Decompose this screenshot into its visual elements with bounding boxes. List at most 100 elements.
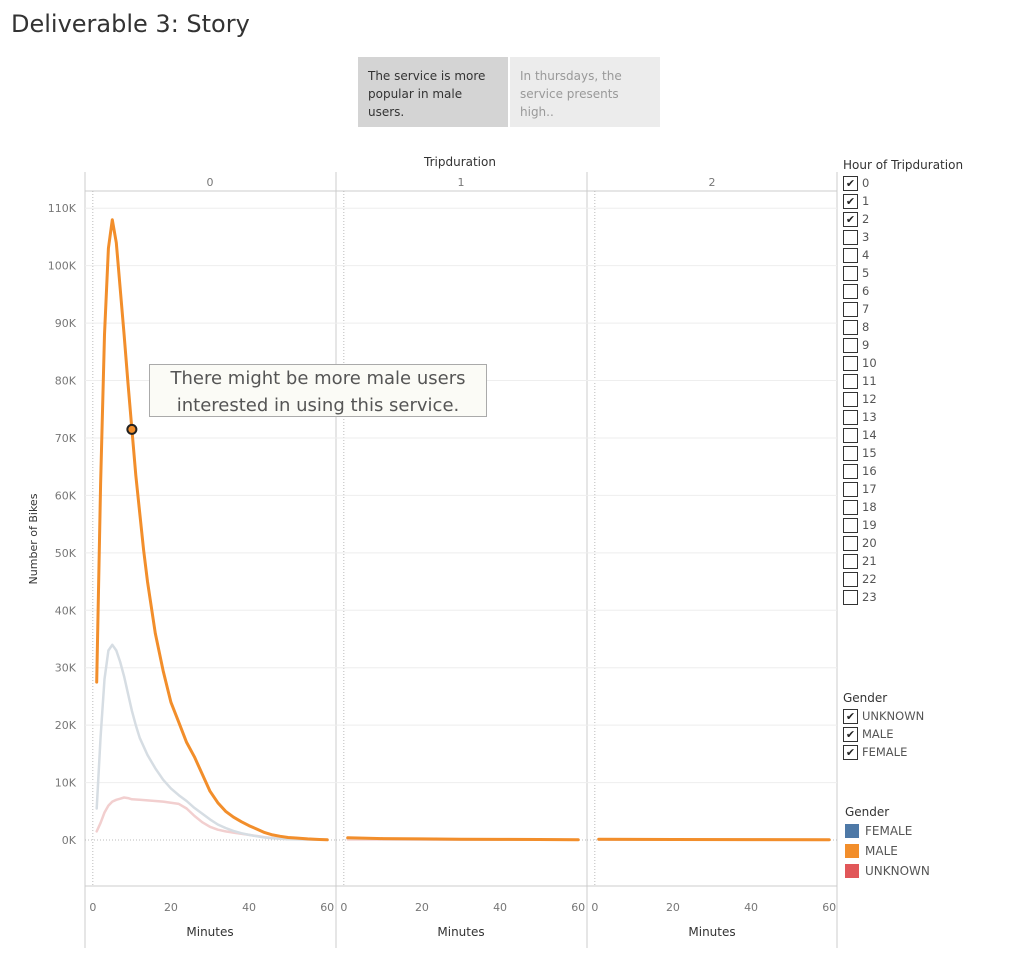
chart-series bbox=[95, 218, 831, 842]
hour-filter-item[interactable]: 7 bbox=[843, 300, 963, 318]
checkbox-icon[interactable] bbox=[843, 589, 858, 605]
chart-marks bbox=[126, 423, 138, 435]
hour-filter-item-label: 1 bbox=[862, 194, 870, 208]
checkbox-icon[interactable] bbox=[843, 445, 858, 461]
hour-filter-item[interactable]: 20 bbox=[843, 534, 963, 552]
gender-filter-list: ✔ UNKNOWN ✔ MALE ✔ FEMALE bbox=[843, 707, 924, 761]
color-legend-title: Gender bbox=[845, 805, 890, 819]
checkbox-icon[interactable] bbox=[843, 481, 858, 497]
hour-filter: Hour of Tripduration ✔ 0 ✔ 1 ✔ 2 3 4 5 6 7 8 9 10 11 12… bbox=[843, 158, 963, 606]
hour-filter-item[interactable]: 11 bbox=[843, 372, 963, 390]
series-line-unknown bbox=[95, 796, 329, 841]
series-line-female bbox=[95, 643, 329, 842]
hour-filter-item[interactable]: 8 bbox=[843, 318, 963, 336]
hour-filter-item[interactable]: 4 bbox=[843, 246, 963, 264]
color-legend: Gender FEMALE MALE UNKNOWN bbox=[845, 805, 930, 881]
hour-filter-item-label: 14 bbox=[862, 428, 877, 442]
hour-filter-item-label: 3 bbox=[862, 230, 870, 244]
checkbox-icon[interactable] bbox=[843, 265, 858, 281]
y-tick-label: 30K bbox=[55, 662, 77, 675]
hour-filter-item[interactable]: ✔ 1 bbox=[843, 192, 963, 210]
gender-filter-item[interactable]: ✔ MALE bbox=[843, 725, 924, 743]
hour-filter-item[interactable]: 15 bbox=[843, 444, 963, 462]
hour-filter-item[interactable]: ✔ 0 bbox=[843, 174, 963, 192]
checkbox-checked-icon[interactable]: ✔ bbox=[843, 193, 858, 209]
x-tick-label: 20 bbox=[415, 901, 429, 914]
gender-filter-item[interactable]: ✔ FEMALE bbox=[843, 743, 924, 761]
y-tick-label: 90K bbox=[55, 317, 77, 330]
chart-frame bbox=[84, 172, 838, 948]
y-tick-label: 70K bbox=[55, 432, 77, 445]
hour-filter-item[interactable]: 17 bbox=[843, 480, 963, 498]
checkbox-icon[interactable] bbox=[843, 355, 858, 371]
chart-annotation[interactable]: There might be more male users intereste… bbox=[149, 364, 487, 417]
story-point-2[interactable]: In thursdays, the service presents high.… bbox=[510, 57, 660, 127]
checkbox-icon[interactable] bbox=[843, 283, 858, 299]
checkbox-icon[interactable] bbox=[843, 571, 858, 587]
hour-filter-item[interactable]: 18 bbox=[843, 498, 963, 516]
checkbox-icon[interactable] bbox=[843, 427, 858, 443]
hour-filter-item[interactable]: 22 bbox=[843, 570, 963, 588]
series-line-male bbox=[346, 836, 580, 842]
hour-filter-item[interactable]: 3 bbox=[843, 228, 963, 246]
hour-filter-item-label: 2 bbox=[862, 212, 870, 226]
hour-filter-item[interactable]: 21 bbox=[843, 552, 963, 570]
hour-filter-item[interactable]: ✔ 2 bbox=[843, 210, 963, 228]
gender-filter-item[interactable]: ✔ UNKNOWN bbox=[843, 707, 924, 725]
x-tick-label: 60 bbox=[822, 901, 836, 914]
checkbox-checked-icon[interactable]: ✔ bbox=[843, 175, 858, 191]
hour-filter-item[interactable]: 16 bbox=[843, 462, 963, 480]
hour-filter-item[interactable]: 6 bbox=[843, 282, 963, 300]
hour-filter-item-label: 7 bbox=[862, 302, 870, 316]
x-tick-label: 40 bbox=[744, 901, 758, 914]
color-legend-item[interactable]: FEMALE bbox=[845, 821, 930, 841]
panel-header-label: 1 bbox=[458, 176, 465, 189]
checkbox-icon[interactable] bbox=[843, 319, 858, 335]
hour-filter-item-label: 5 bbox=[862, 266, 870, 280]
hour-filter-item[interactable]: 19 bbox=[843, 516, 963, 534]
color-legend-item[interactable]: MALE bbox=[845, 841, 930, 861]
checkbox-icon[interactable] bbox=[843, 391, 858, 407]
highlighted-data-point bbox=[126, 423, 138, 435]
x-axis-title: Minutes bbox=[688, 925, 735, 939]
hour-filter-item[interactable]: 5 bbox=[843, 264, 963, 282]
story-navigator: The service is more popular in male user… bbox=[358, 57, 660, 127]
gender-filter-item-label: FEMALE bbox=[862, 745, 908, 759]
color-legend-label: FEMALE bbox=[865, 824, 913, 838]
hour-filter-item[interactable]: 9 bbox=[843, 336, 963, 354]
hour-filter-item-label: 11 bbox=[862, 374, 877, 388]
y-tick-label: 10K bbox=[55, 777, 77, 790]
hour-filter-item-label: 4 bbox=[862, 248, 870, 262]
hour-filter-item-label: 18 bbox=[862, 500, 877, 514]
checkbox-icon[interactable] bbox=[843, 373, 858, 389]
checkbox-icon[interactable] bbox=[843, 229, 858, 245]
checkbox-icon[interactable] bbox=[843, 301, 858, 317]
story-point-1[interactable]: The service is more popular in male user… bbox=[358, 57, 508, 127]
y-tick-label: 100K bbox=[48, 260, 77, 273]
story-title: Deliverable 3: Story bbox=[11, 10, 250, 38]
checkbox-icon[interactable] bbox=[843, 463, 858, 479]
x-axis-title: Minutes bbox=[186, 925, 233, 939]
checkbox-icon[interactable] bbox=[843, 517, 858, 533]
hour-filter-item-label: 19 bbox=[862, 518, 877, 532]
hour-filter-item[interactable]: 23 bbox=[843, 588, 963, 606]
hour-filter-item[interactable]: 13 bbox=[843, 408, 963, 426]
checkbox-checked-icon[interactable]: ✔ bbox=[843, 708, 858, 724]
color-legend-item[interactable]: UNKNOWN bbox=[845, 861, 930, 881]
checkbox-icon[interactable] bbox=[843, 247, 858, 263]
checkbox-checked-icon[interactable]: ✔ bbox=[843, 211, 858, 227]
checkbox-icon[interactable] bbox=[843, 535, 858, 551]
checkbox-checked-icon[interactable]: ✔ bbox=[843, 744, 858, 760]
column-header-title: Tripduration bbox=[423, 155, 496, 169]
checkbox-icon[interactable] bbox=[843, 409, 858, 425]
hour-filter-item[interactable]: 10 bbox=[843, 354, 963, 372]
checkbox-icon[interactable] bbox=[843, 553, 858, 569]
hour-filter-item-label: 12 bbox=[862, 392, 877, 406]
hour-filter-item[interactable]: 14 bbox=[843, 426, 963, 444]
checkbox-checked-icon[interactable]: ✔ bbox=[843, 726, 858, 742]
checkbox-icon[interactable] bbox=[843, 337, 858, 353]
checkbox-icon[interactable] bbox=[843, 499, 858, 515]
hour-filter-item[interactable]: 12 bbox=[843, 390, 963, 408]
chart-grid bbox=[85, 191, 837, 886]
